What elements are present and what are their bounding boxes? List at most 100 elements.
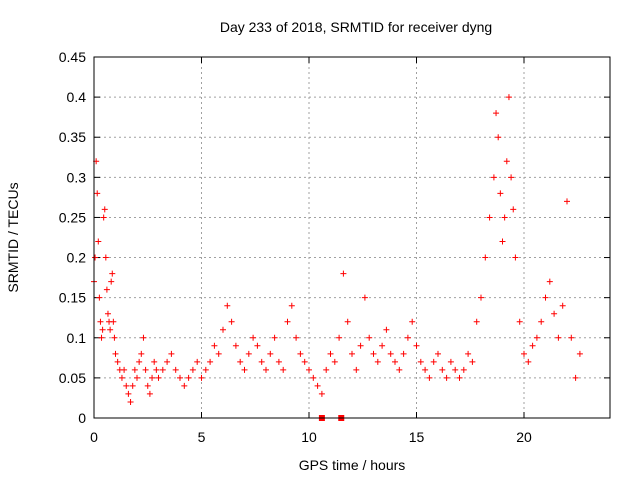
data-point [314,382,321,389]
y-axis-label: SRMTID / TECUs [5,182,21,292]
data-point [194,358,201,365]
data-point [250,334,257,341]
data-point [103,286,110,293]
data-point [138,350,145,357]
data-point [499,238,506,245]
data-point [366,334,373,341]
data-point [232,342,239,349]
y-tick-label: 0.2 [67,250,87,266]
data-points [91,94,583,405]
data-point [245,350,252,357]
data-point [469,358,476,365]
data-point [357,342,364,349]
data-point [559,302,566,309]
x-tick-labels: 0 5 10 15 20 [90,429,532,445]
data-point [486,214,493,221]
data-point [211,342,218,349]
data-point [443,374,450,381]
data-point [478,294,484,301]
data-point [129,382,136,389]
y-tick-label: 0 [78,410,86,426]
data-point [409,318,416,325]
data-point [280,366,287,373]
data-point [189,366,196,373]
data-point [110,318,117,325]
data-point [349,350,355,357]
data-point [263,366,269,373]
x-axis-label: GPS time / hours [299,457,406,473]
data-point [542,294,549,301]
data-point [529,342,536,349]
y-tick-label: 0.1 [67,330,87,346]
data-point [127,398,134,405]
data-point [172,366,179,373]
data-point [456,374,463,381]
data-point [297,350,304,357]
data-point [97,318,104,325]
data-point [310,374,317,381]
data-point [396,366,403,373]
data-point [521,350,527,357]
data-point [258,358,265,365]
data-point [111,334,118,341]
data-point [361,294,368,301]
x-tick-label: 5 [198,429,206,445]
data-point [387,350,394,357]
data-point [413,342,420,349]
data-point [94,190,101,197]
data-point [533,334,540,341]
data-point [95,238,102,245]
data-point [99,326,106,333]
data-point [505,94,512,101]
data-point [306,366,312,373]
data-point [125,390,132,397]
data-point [318,390,325,397]
data-point [551,310,558,317]
y-tick-label: 0.15 [59,290,86,306]
data-point [185,374,192,381]
data-point [435,350,441,357]
data-point [439,366,446,373]
data-point [512,254,519,261]
data-point [109,270,116,277]
data-point [370,350,377,357]
data-point [108,278,115,285]
data-point [92,254,99,261]
x-tick-label: 15 [409,429,425,445]
data-point [525,358,532,365]
data-point [490,174,497,181]
data-point [293,334,300,341]
data-point [177,374,183,381]
data-point [516,318,523,325]
data-point [327,350,334,357]
data-point [237,358,244,365]
data-point [288,302,295,309]
data-point [134,374,140,381]
data-point [392,358,398,365]
data-point [430,358,437,365]
data-point [353,366,360,373]
y-tick-label: 0.3 [67,169,87,185]
data-point [284,318,291,325]
data-point [100,214,107,221]
data-point [426,374,433,381]
data-point [241,366,248,373]
data-point [168,350,175,357]
data-point [501,214,508,221]
data-point [153,366,160,373]
x-tick-label: 10 [301,429,317,445]
data-point [136,358,143,365]
data-point [159,366,166,373]
data-point [331,358,338,365]
data-point [379,342,386,349]
data-point [383,326,390,333]
data-point [572,374,579,381]
data-point [96,294,103,301]
data-point [510,206,517,213]
data-point [374,358,381,365]
y-tick-labels: 0 0.05 0.1 0.15 0.2 0.25 0.3 0.35 0.4 0.45 [59,49,86,426]
data-point [465,350,472,357]
data-point [538,318,545,325]
data-point [447,358,454,365]
